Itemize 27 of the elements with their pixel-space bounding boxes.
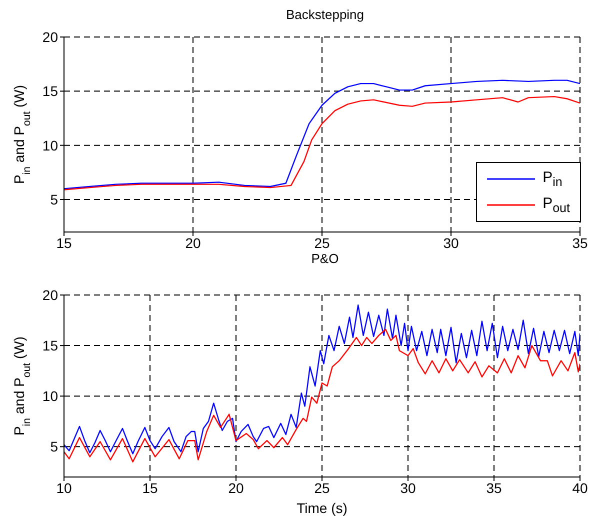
line-series [64,80,580,190]
x-tick-label: 35 [572,234,588,251]
x-tick-label: 35 [486,480,502,496]
x-tick-label: 25 [314,480,330,496]
x-axis-title: Time (s) [296,500,348,516]
y-tick-label: 20 [42,286,58,303]
x-tick-label: 40 [572,480,588,496]
chart-title: P&O [311,251,339,266]
x-tick-label: 15 [142,480,158,496]
x-tick-label: 30 [400,480,416,496]
y-tick-label: 5 [50,191,58,208]
line-series [64,304,580,454]
x-tick-label: 25 [314,234,330,251]
y-tick-label: 20 [42,28,58,45]
x-tick-label: 30 [443,234,459,251]
x-tick-label: 20 [185,234,201,251]
legend-label: P$_{out}$ [542,195,570,215]
chart-title: Backstepping [284,6,366,24]
y-tick-label: 5 [50,438,58,455]
y-tick-label: 10 [42,388,58,404]
y-tick-label: 10 [42,137,58,154]
y-tick-label: 15 [42,83,58,100]
x-tick-label: 20 [228,480,244,496]
line-series [64,96,580,190]
y-tick-label: 15 [42,338,58,354]
legend-label: P$_{in}$ [542,169,562,189]
line-series [64,328,580,462]
